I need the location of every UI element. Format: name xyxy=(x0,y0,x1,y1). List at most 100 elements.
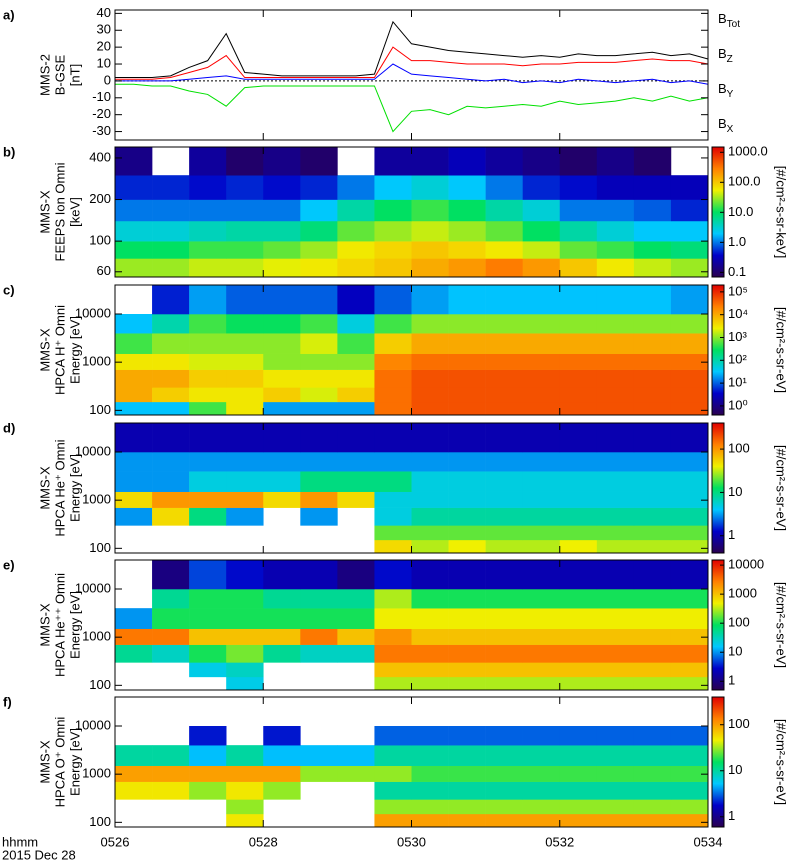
heatmap-cell xyxy=(485,471,523,492)
heatmap-cell xyxy=(670,725,709,746)
heatmap-cell xyxy=(411,588,449,609)
heatmap-cell xyxy=(448,608,486,629)
heatmap-cell xyxy=(337,423,375,453)
heatmap-cell xyxy=(300,387,338,403)
heatmap-cell xyxy=(226,765,264,782)
heatmap-cell xyxy=(485,258,523,278)
heatmap-cell xyxy=(374,199,412,222)
heatmap-cell xyxy=(522,765,561,782)
heatmap-cell xyxy=(448,147,486,176)
heatmap-cell xyxy=(485,423,523,453)
heatmap-cell xyxy=(300,471,338,492)
heatmap-cell xyxy=(522,175,561,200)
heatmap-cell xyxy=(633,525,672,541)
heatmap-cell xyxy=(485,765,523,782)
y-tick-label: 20 xyxy=(97,39,111,54)
heatmap-cell xyxy=(337,258,375,278)
heatmap-cell xyxy=(411,644,449,663)
heatmap-cell xyxy=(670,781,709,800)
heatmap-cell xyxy=(448,662,486,678)
heatmap-cell xyxy=(485,781,523,800)
heatmap-cell xyxy=(670,313,709,334)
heatmap-cell xyxy=(411,471,449,492)
heatmap-cell xyxy=(559,662,598,678)
heatmap-cell xyxy=(411,353,449,370)
heatmap-cell xyxy=(152,353,190,370)
heatmap-cell xyxy=(226,781,264,800)
heatmap-cell xyxy=(448,491,486,508)
heatmap-cell xyxy=(189,353,227,370)
heatmap-cell xyxy=(522,401,561,416)
heatmap-cell xyxy=(226,175,264,200)
line-series xyxy=(115,63,709,85)
heatmap-cell xyxy=(596,725,635,746)
heatmap-cell xyxy=(337,608,375,629)
heatmap-cell xyxy=(152,781,190,800)
heatmap-cell xyxy=(337,491,375,508)
colorbar-tick-label: 10⁵ xyxy=(728,283,748,298)
heatmap-cell xyxy=(559,765,598,782)
y-tick-label: 100 xyxy=(89,402,111,417)
heatmap-cell xyxy=(633,781,672,800)
heatmap-cell xyxy=(485,401,523,416)
heatmap-cell xyxy=(485,676,523,691)
panel-label: a) xyxy=(3,7,15,22)
heatmap-cell xyxy=(559,353,598,370)
heatmap-cell xyxy=(670,560,709,590)
heatmap-cell xyxy=(670,423,709,453)
legend-entry: BZ xyxy=(718,46,733,64)
y-axis-label: Energy [eV] xyxy=(67,454,82,522)
heatmap-cell xyxy=(115,608,153,629)
heatmap-cell xyxy=(485,745,523,766)
heatmap-cell xyxy=(337,588,375,609)
heatmap-cell xyxy=(522,471,561,492)
heatmap-cell xyxy=(596,387,635,403)
colorbar-tick-label: 10¹ xyxy=(728,375,747,390)
heatmap-cell xyxy=(596,199,635,222)
heatmap-cell xyxy=(115,147,153,176)
heatmap-cell xyxy=(633,285,672,315)
heatmap-cell xyxy=(596,525,635,541)
heatmap-cell xyxy=(189,333,227,354)
heatmap-cell xyxy=(263,451,301,472)
heatmap-cell xyxy=(263,765,301,782)
heatmap-cell xyxy=(670,491,709,508)
heatmap-cell xyxy=(115,628,153,645)
heatmap-cell xyxy=(448,525,486,541)
heatmap-cell xyxy=(374,799,412,815)
heatmap-cell xyxy=(411,539,449,554)
heatmap-cell xyxy=(448,241,486,259)
heatmap-cell xyxy=(300,560,338,590)
heatmap-cell xyxy=(300,241,338,259)
heatmap-cell xyxy=(226,799,264,815)
heatmap-cell xyxy=(226,588,264,609)
heatmap-cell xyxy=(596,220,635,242)
y-axis-label: HPCA He⁺⁺ Omni xyxy=(52,573,67,677)
heatmap-cell xyxy=(152,175,190,200)
heatmap-cell xyxy=(485,199,523,222)
heatmap-cell xyxy=(152,220,190,242)
heatmap-cell xyxy=(115,507,153,526)
heatmap-cell xyxy=(670,525,709,541)
y-axis-label: [nT] xyxy=(67,64,82,86)
heatmap-cell xyxy=(485,147,523,176)
heatmap-cell xyxy=(374,401,412,416)
heatmap-cell xyxy=(411,628,449,645)
heatmap-cell xyxy=(633,799,672,815)
heatmap-cell xyxy=(485,387,523,403)
colorbar-tick-label: 1 xyxy=(728,673,735,688)
colorbar-label: [#/cm²-s-sr-eV] xyxy=(774,582,789,668)
heatmap-cell xyxy=(411,608,449,629)
heatmap-cell xyxy=(374,745,412,766)
heatmap-cell xyxy=(596,560,635,590)
heatmap-cell xyxy=(189,471,227,492)
heatmap-cell xyxy=(448,471,486,492)
heatmap-cell xyxy=(559,333,598,354)
heatmap-cell xyxy=(633,471,672,492)
heatmap-cell xyxy=(633,147,672,176)
heatmap-cell xyxy=(596,423,635,453)
heatmap-cell xyxy=(411,175,449,200)
heatmap-cell xyxy=(411,451,449,472)
heatmap-cell xyxy=(374,725,412,746)
y-tick-label: 10000 xyxy=(75,717,111,732)
